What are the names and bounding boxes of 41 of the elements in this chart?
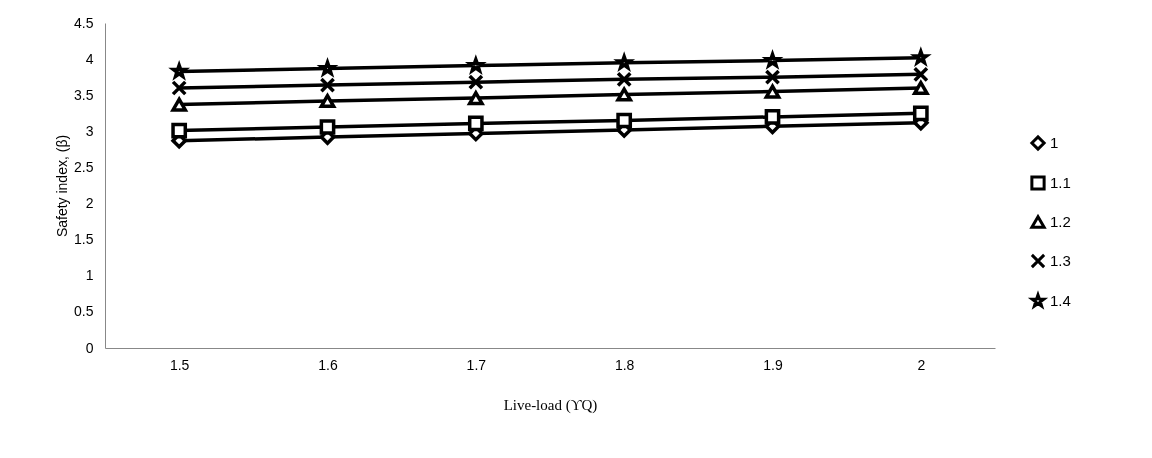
point — [764, 69, 781, 86]
point — [171, 122, 188, 139]
y-tick-label: 1 — [85, 267, 94, 284]
x-tick-label: 1.8 — [614, 356, 635, 373]
y-tick-label: 2.5 — [74, 158, 94, 175]
point — [912, 105, 929, 122]
point — [467, 115, 484, 132]
y-tick-label: 4 — [85, 50, 94, 67]
y-tick-label: 0.5 — [74, 303, 94, 320]
point — [467, 91, 484, 106]
legend-label: 1.3 — [1050, 252, 1071, 269]
y-tick-label: 3.5 — [74, 86, 94, 103]
x-tick-label: 2 — [917, 356, 926, 373]
point — [912, 80, 929, 96]
y-axis-title: Safety index, (β) — [54, 134, 71, 238]
legend-label: 1.1 — [1050, 174, 1071, 191]
point — [616, 87, 633, 102]
y-tick-label: 3 — [85, 122, 94, 139]
point — [764, 109, 781, 125]
legend-label: 1 — [1050, 134, 1059, 151]
point — [319, 119, 336, 135]
point — [170, 95, 189, 112]
point — [763, 82, 782, 99]
point — [912, 66, 929, 83]
point — [319, 93, 336, 109]
legend-label: 1.4 — [1050, 292, 1071, 309]
y-tick-label: 4.5 — [74, 14, 94, 31]
point — [467, 74, 484, 91]
legend-label: 1.2 — [1050, 213, 1071, 230]
x-axis-title: Live-load (ϒQ) — [503, 396, 598, 414]
x-tick-label: 1.9 — [763, 356, 783, 373]
point — [171, 80, 188, 96]
point — [616, 71, 633, 88]
point — [319, 77, 336, 93]
point — [616, 112, 633, 129]
x-tick-label: 1.5 — [169, 356, 190, 373]
y-tick-label: 0 — [85, 339, 94, 356]
x-tick-label: 1.6 — [318, 356, 338, 373]
y-tick-label: 1.5 — [74, 231, 94, 248]
y-tick-label: 2 — [85, 195, 94, 212]
x-tick-label: 1.7 — [466, 356, 487, 373]
